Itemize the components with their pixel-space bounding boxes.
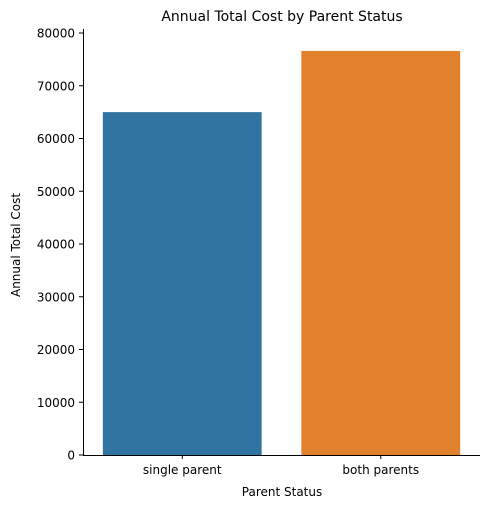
bar-single-parent bbox=[102, 112, 262, 456]
y-tick-label: 40000 bbox=[37, 238, 75, 252]
bar-both-parents bbox=[301, 50, 461, 455]
bars bbox=[102, 50, 461, 456]
y-tick-label: 30000 bbox=[37, 290, 75, 304]
x-axis-ticks: single parent both parents bbox=[143, 455, 419, 477]
chart-title: Annual Total Cost by Parent Status bbox=[161, 9, 402, 25]
y-tick-label: 80000 bbox=[37, 27, 75, 41]
y-tick-label: 50000 bbox=[37, 185, 75, 199]
y-axis-label: Annual Total Cost bbox=[9, 193, 23, 297]
y-axis-ticks: 0 10000 20000 30000 40000 50000 60000 70000 8000… bbox=[37, 27, 83, 463]
y-tick-label: 0 bbox=[67, 449, 75, 463]
y-tick-label: 60000 bbox=[37, 132, 75, 146]
x-tick-label: single parent bbox=[143, 463, 222, 477]
y-tick-label: 10000 bbox=[37, 396, 75, 410]
y-tick-label: 20000 bbox=[37, 343, 75, 357]
x-axis-label: Parent Status bbox=[242, 485, 322, 499]
x-tick-label: both parents bbox=[342, 463, 419, 477]
y-tick-label: 70000 bbox=[37, 79, 75, 93]
plot-area: 0 10000 20000 30000 40000 50000 60000 70000 8000… bbox=[37, 27, 480, 477]
